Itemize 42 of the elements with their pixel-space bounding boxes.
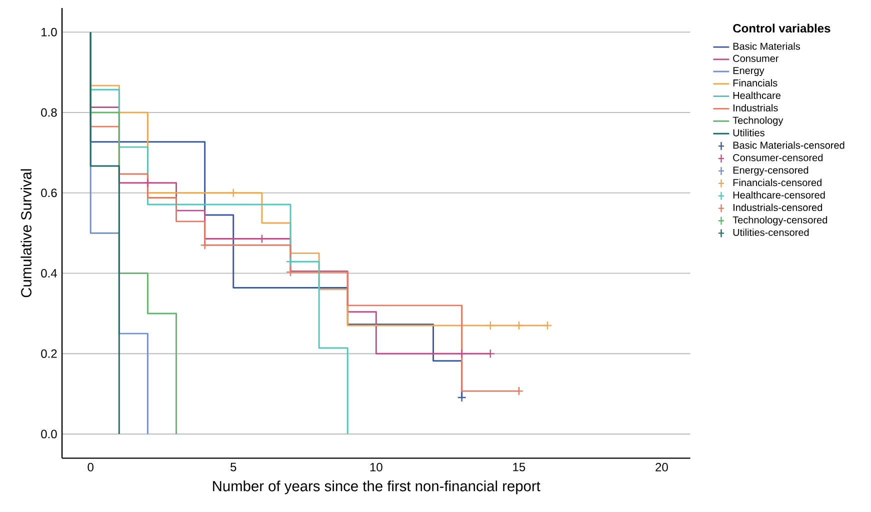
point [143, 178, 152, 188]
legend-title: Control variables [733, 24, 830, 32]
point [228, 188, 238, 198]
point [457, 348, 466, 358]
legend-label: Industrials-censored [734, 204, 822, 211]
legend-label: Energy-censored [733, 166, 808, 176]
legend-label: Energy [733, 66, 764, 76]
point [486, 348, 495, 358]
point [514, 320, 524, 330]
legend-label: Utilities [733, 128, 764, 136]
y-tick-label: 1.0 [42, 28, 57, 36]
point [542, 320, 552, 330]
x-axis-title: Number of years since the first non-financial report [213, 480, 540, 494]
legend-label: Healthcare-censored [733, 191, 825, 198]
legend-label: Technology [732, 116, 784, 126]
x-tick-label: 5 [230, 462, 236, 472]
legend-label: Consumer [733, 54, 779, 62]
y-axis-title: Cumulative Survival [20, 169, 32, 298]
legend-label: Financials [733, 79, 778, 86]
legend-label: Basic Materials [733, 42, 800, 50]
x-tick-label: 0 [88, 462, 94, 472]
y-tick-label: 0.0 [41, 430, 57, 438]
point [514, 386, 524, 396]
x-tick-label: 10 [370, 462, 382, 472]
y-tick-label: 0.4 [41, 268, 57, 278]
y-tick-label: 0.8 [41, 108, 57, 117]
x-tick-label: 20 [656, 462, 668, 472]
point [457, 392, 466, 402]
y-tick-label: 0.2 [41, 349, 57, 358]
legend-label: Technology-censored [732, 216, 828, 226]
y-tick-label: 0.6 [41, 188, 57, 198]
legend-label: Industrials [734, 104, 778, 112]
point [486, 320, 495, 330]
point [286, 256, 296, 266]
point [286, 267, 296, 277]
legend-label: Consumer-censored [733, 154, 823, 162]
legend-label: Utilities-censored [733, 228, 809, 236]
x-tick-label: 15 [513, 462, 526, 472]
legend-label: Basic Materials-censored [733, 141, 844, 149]
legend-label: Healthcare [733, 92, 781, 99]
point [200, 240, 210, 250]
legend-label: Financials-censored [733, 178, 822, 186]
